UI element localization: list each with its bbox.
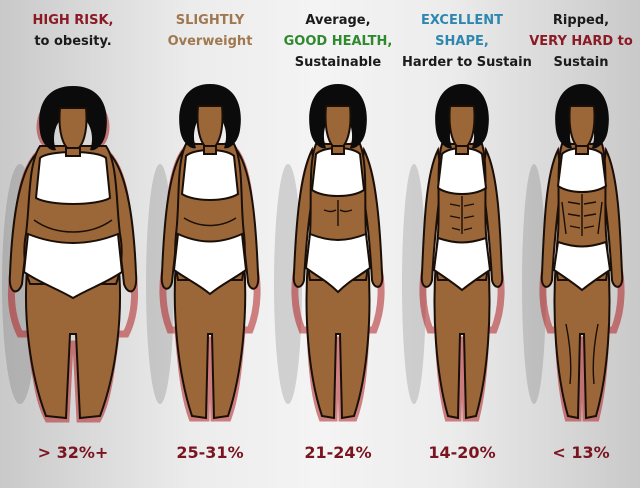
caption-line: Sustain (553, 55, 609, 70)
caption: Average, GOOD HEALTH, Sustainable (274, 10, 402, 73)
caption-line: SHAPE, (435, 34, 489, 49)
caption: SLIGHTLY Overweight (146, 10, 274, 52)
caption-line: VERY HARD to (529, 34, 633, 49)
caption-line: Harder to Sustain (402, 55, 532, 70)
caption-line: to obesity. (34, 34, 112, 49)
category-overweight: SLIGHTLY Overweight 25-31% (146, 0, 274, 488)
caption-line: Ripped, (552, 13, 610, 28)
figure-obese (2, 86, 138, 423)
caption-line: HIGH RISK, (32, 13, 114, 28)
figure-overweight (146, 84, 261, 422)
caption: HIGH RISK, to obesity. (0, 10, 146, 52)
figure-ripped (522, 84, 625, 422)
caption-line: GOOD HEALTH, (283, 34, 393, 49)
category-obese: HIGH RISK, to obesity. > 32%+ (0, 0, 146, 488)
caption: EXCELLENT SHAPE, Harder to Sustain (402, 10, 532, 73)
figure-average (274, 84, 385, 422)
caption-line: EXCELLENT (420, 13, 504, 28)
caption-line: Overweight (167, 34, 253, 49)
bodyfat-percent: 25-31% (176, 443, 244, 462)
bodyfat-percent: 21-24% (304, 443, 372, 462)
figure-excellent (402, 84, 505, 422)
caption-line: Average, (305, 13, 371, 28)
category-ripped: Ripped, VERY HARD to Sustain < 13% (522, 0, 640, 488)
category-excellent: EXCELLENT SHAPE, Harder to Sustain 14-20… (402, 0, 532, 488)
bodyfat-percent: 14-20% (428, 443, 496, 462)
caption: Ripped, VERY HARD to Sustain (522, 10, 640, 73)
bodyfat-percent: > 32%+ (37, 443, 109, 462)
bodyfat-percent: < 13% (552, 443, 610, 462)
caption-line: Sustainable (294, 55, 382, 70)
category-average: Average, GOOD HEALTH, Sustainable 21-24% (274, 0, 402, 488)
caption-line: SLIGHTLY (175, 13, 245, 28)
